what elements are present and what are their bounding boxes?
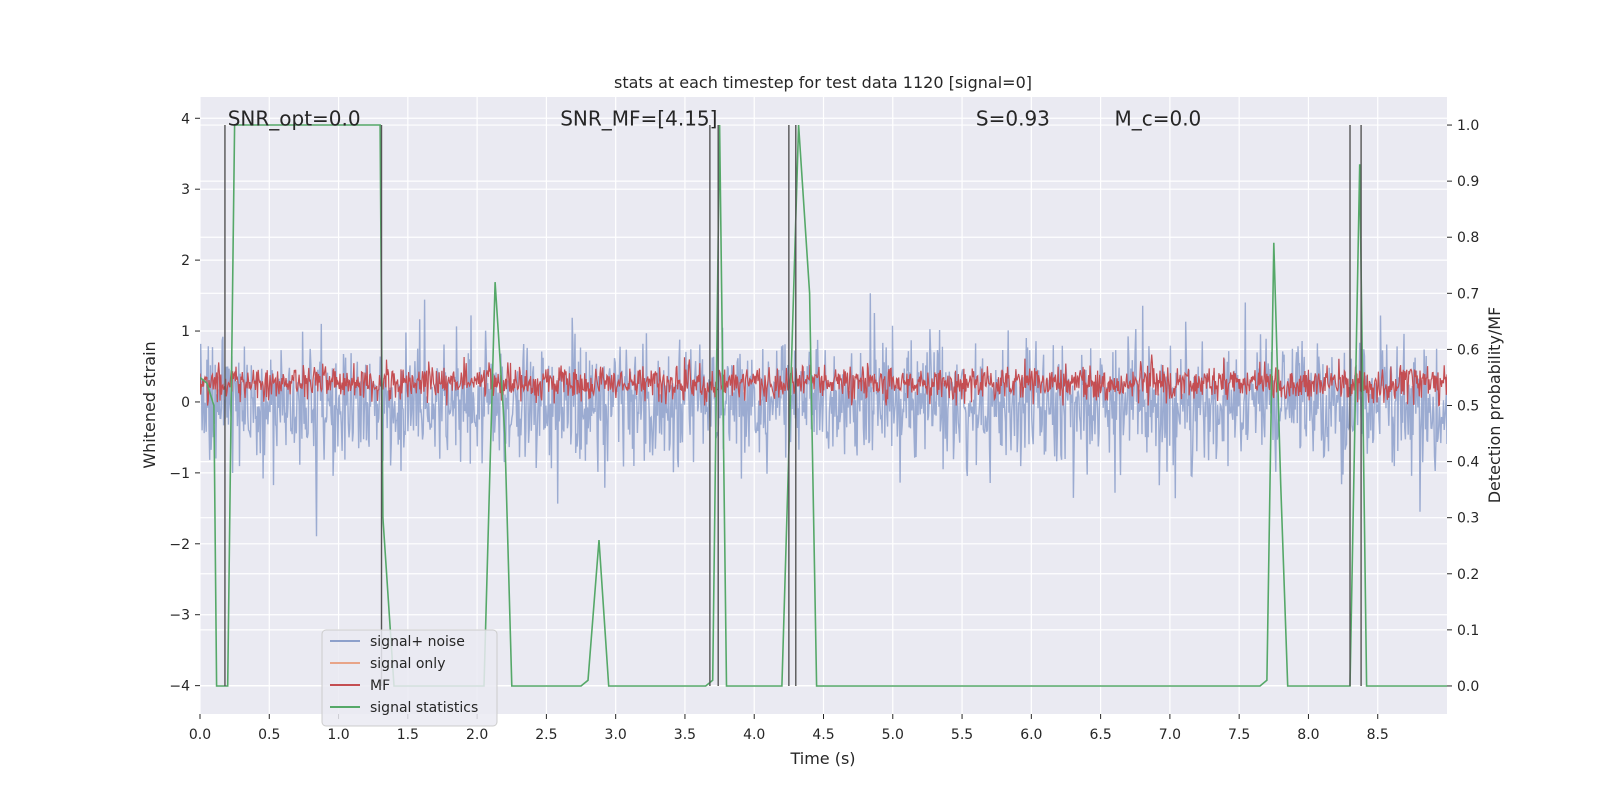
annotation-2: S=0.93 bbox=[976, 106, 1050, 130]
y-tick-label-right: 0.9 bbox=[1457, 174, 1479, 190]
signal-statistics-line bbox=[200, 124, 1447, 687]
annotation-layer: SNR_opt=0.0 SNR_MF=[4.15] S=0.93 M_c=0.0 bbox=[228, 106, 1202, 130]
y-tick-label-right: 0.7 bbox=[1457, 286, 1479, 302]
legend-box bbox=[321, 629, 498, 727]
x-tick-label: 5.5 bbox=[951, 727, 973, 743]
annotation-0: SNR_opt=0.0 bbox=[228, 106, 361, 130]
x-tick-label: 6.0 bbox=[1020, 727, 1042, 743]
y-tick-label-left: −1 bbox=[169, 466, 190, 482]
x-tick-label: 0.5 bbox=[258, 727, 280, 743]
x-axis-label: Time (s) bbox=[789, 749, 855, 768]
x-tick-label: 3.5 bbox=[674, 727, 696, 743]
y-tick-label-right: 0.4 bbox=[1457, 455, 1479, 471]
x-tick-label: 1.0 bbox=[327, 727, 349, 743]
series-mf bbox=[200, 354, 1447, 407]
legend-label: signal+ noise bbox=[370, 634, 465, 650]
y-tick-label-left: −2 bbox=[169, 537, 190, 553]
legend-label: signal only bbox=[370, 656, 445, 672]
x-tick-label: 5.0 bbox=[882, 727, 904, 743]
y-tick-label-left: −3 bbox=[169, 608, 190, 624]
x-tick-label: 8.0 bbox=[1297, 727, 1319, 743]
y-tick-label-right: 1.0 bbox=[1457, 118, 1479, 134]
chart-legend: signal+ noise signal only MF signal statist… bbox=[321, 629, 498, 727]
y-axis-label-left: Whitened strain bbox=[140, 341, 159, 468]
y-tick-label-right: 0.8 bbox=[1457, 230, 1479, 246]
x-tick-label: 8.5 bbox=[1367, 727, 1389, 743]
annotation-1: SNR_MF=[4.15] bbox=[560, 106, 717, 130]
x-tick-label: 4.0 bbox=[743, 727, 765, 743]
x-tick-label: 2.0 bbox=[466, 727, 488, 743]
x-tick-label: 7.0 bbox=[1159, 727, 1181, 743]
y-tick-label-right: 0.5 bbox=[1457, 399, 1479, 415]
chart-title: stats at each timestep for test data 112… bbox=[614, 73, 1032, 92]
series-signal-noise bbox=[200, 293, 1447, 537]
y-tick-label-left: 1 bbox=[181, 324, 190, 340]
x-tick-label: 0.0 bbox=[189, 727, 211, 743]
signal-noise-line bbox=[200, 293, 1447, 537]
x-tick-label: 7.5 bbox=[1228, 727, 1250, 743]
mf-line bbox=[200, 354, 1447, 407]
axis-layer: 0.0 0.5 1.0 1.5 2.0 2.5 3.0 3.5 4.0 4.5 5.0 5.5 6.0 6… bbox=[169, 111, 1479, 743]
y-tick-label-right: 0.2 bbox=[1457, 567, 1479, 583]
series-signal-statistics bbox=[200, 124, 1447, 687]
legend-label: signal statistics bbox=[370, 700, 478, 716]
legend-label: MF bbox=[370, 678, 390, 694]
y-tick-label-right: 0.0 bbox=[1457, 679, 1479, 695]
x-tick-label: 1.5 bbox=[397, 727, 419, 743]
x-tick-label: 3.0 bbox=[605, 727, 627, 743]
y-axis-label-right: Detection probability/MF bbox=[1485, 307, 1504, 504]
y-tick-label-right: 0.6 bbox=[1457, 342, 1479, 358]
y-tick-label-right: 0.1 bbox=[1457, 623, 1479, 639]
x-tick-label: 6.5 bbox=[1089, 727, 1111, 743]
y-tick-label-left: 2 bbox=[181, 253, 190, 269]
x-tick-label: 4.5 bbox=[812, 727, 834, 743]
annotation-3: M_c=0.0 bbox=[1114, 106, 1201, 130]
y-tick-label-right: 0.3 bbox=[1457, 511, 1479, 527]
y-tick-label-left: −4 bbox=[169, 679, 190, 695]
y-tick-label-left: 0 bbox=[181, 395, 190, 411]
series-layer bbox=[200, 124, 1447, 687]
y-tick-label-left: 4 bbox=[181, 111, 190, 127]
x-tick-label: 2.5 bbox=[535, 727, 557, 743]
vertical-markers bbox=[224, 125, 1362, 686]
y-tick-label-left: 3 bbox=[181, 182, 190, 198]
